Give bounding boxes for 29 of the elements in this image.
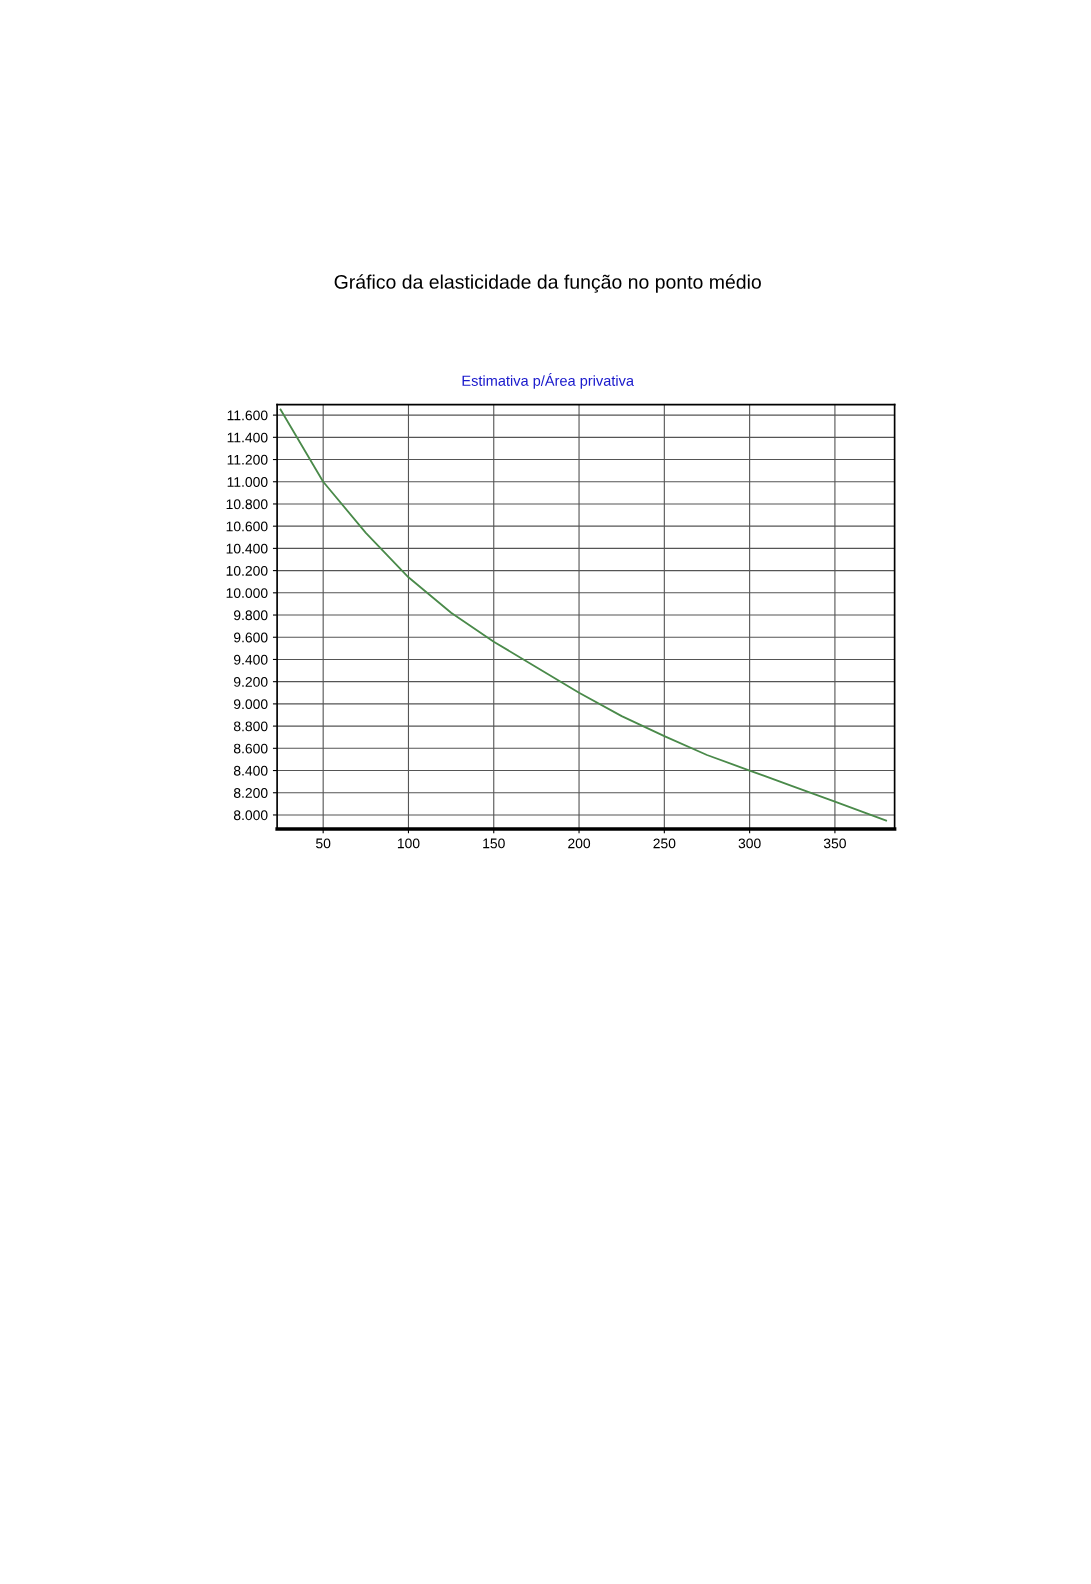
y-tick-label: 8.800 bbox=[233, 721, 268, 732]
x-tick-label: 250 bbox=[653, 838, 676, 849]
y-tick-label: 8.000 bbox=[233, 810, 268, 821]
y-tick-label: 9.800 bbox=[233, 610, 268, 621]
line-series bbox=[279, 408, 887, 822]
y-tick-label: 8.400 bbox=[233, 765, 268, 776]
x-tick-label: 150 bbox=[483, 838, 505, 849]
x-tick-label: 300 bbox=[738, 838, 761, 849]
x-tick-label: 200 bbox=[568, 838, 591, 849]
y-tick-label: 11.000 bbox=[227, 477, 268, 487]
x-tick-label: 350 bbox=[823, 838, 846, 849]
y-tick-label: 8.200 bbox=[233, 788, 268, 798]
y-tick-label: 9.000 bbox=[233, 699, 268, 710]
y-tick-label: 10.000 bbox=[226, 588, 268, 598]
y-tick-label: 9.400 bbox=[233, 654, 268, 665]
y-tick-label: 11.600 bbox=[227, 410, 268, 421]
y-tick-label: 10.400 bbox=[226, 543, 268, 554]
chart-title: Gráfico da elasticidade da função no ponto médio bbox=[334, 274, 761, 293]
y-tick-label: 9.200 bbox=[233, 677, 268, 687]
x-tick-label: 100 bbox=[397, 838, 420, 849]
y-tick-label: 10.800 bbox=[226, 499, 268, 510]
y-tick-label: 10.200 bbox=[226, 565, 268, 576]
chart-subtitle: Estimativa p/Área privativa bbox=[462, 373, 634, 389]
y-tick-label: 9.600 bbox=[233, 632, 268, 643]
x-tick-label: 50 bbox=[316, 838, 331, 849]
y-tick-label: 10.600 bbox=[226, 521, 268, 532]
y-tick-label: 11.400 bbox=[227, 432, 268, 443]
y-tick-label: 8.600 bbox=[233, 743, 268, 754]
y-tick-label: 11.200 bbox=[227, 454, 268, 465]
